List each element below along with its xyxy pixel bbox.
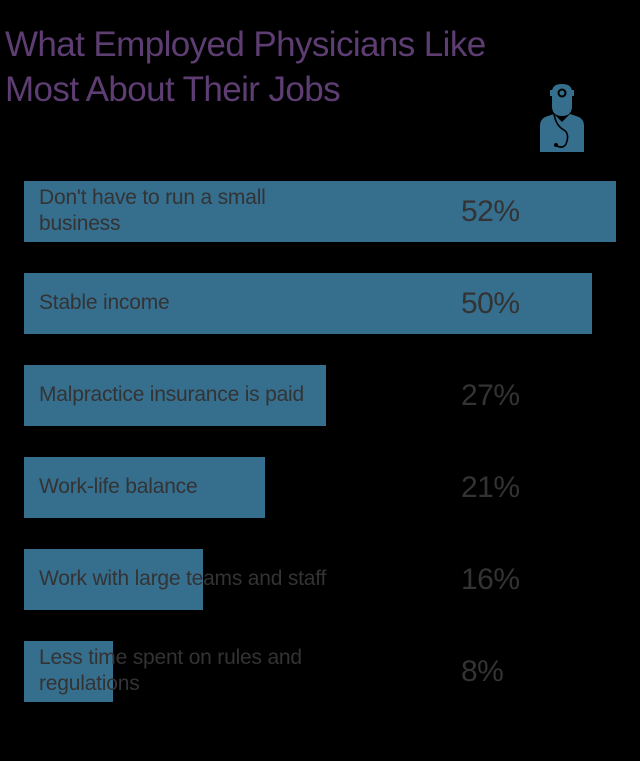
bar-row-large-teams: Work with large teams and staff 16%: [24, 549, 624, 610]
bar-value: 50%: [461, 287, 520, 320]
bar: [24, 181, 616, 242]
chart-title: What Employed Physicians Like Most About…: [5, 22, 605, 112]
bar-label: Don't have to run a small business: [39, 186, 266, 235]
bar-value: 8%: [461, 655, 504, 688]
bar-label: Malpractice insurance is paid: [39, 383, 304, 406]
bar: [24, 273, 592, 334]
bar-value: 52%: [461, 195, 520, 228]
bar-value: 16%: [461, 563, 520, 596]
bar-row-less-rules: Less time spent on rules and regulations…: [24, 641, 624, 702]
doctor-icon: [540, 84, 584, 152]
bar-value: 21%: [461, 471, 520, 504]
bar-label: Less time spent on rules and regulations: [39, 646, 302, 695]
bar: [24, 549, 203, 610]
bar-row-malpractice: Malpractice insurance is paid 27%: [24, 365, 624, 426]
title-line-2: Most About Their Jobs: [5, 70, 341, 109]
bar-row-stable-income: Stable income 50%: [24, 273, 624, 334]
bar-label: Work with large teams and staff: [39, 567, 327, 590]
bar-label: Work-life balance: [39, 475, 198, 498]
bar: [24, 457, 265, 518]
bar: [24, 365, 326, 426]
bar: [24, 641, 113, 702]
bar-label: Stable income: [39, 291, 170, 314]
bar-row-no-small-business: Don't have to run a small business 52%: [24, 181, 624, 242]
bar-value: 27%: [461, 379, 520, 412]
title-line-1: What Employed Physicians Like: [5, 25, 486, 64]
bar-row-work-life-balance: Work-life balance 21%: [24, 457, 624, 518]
